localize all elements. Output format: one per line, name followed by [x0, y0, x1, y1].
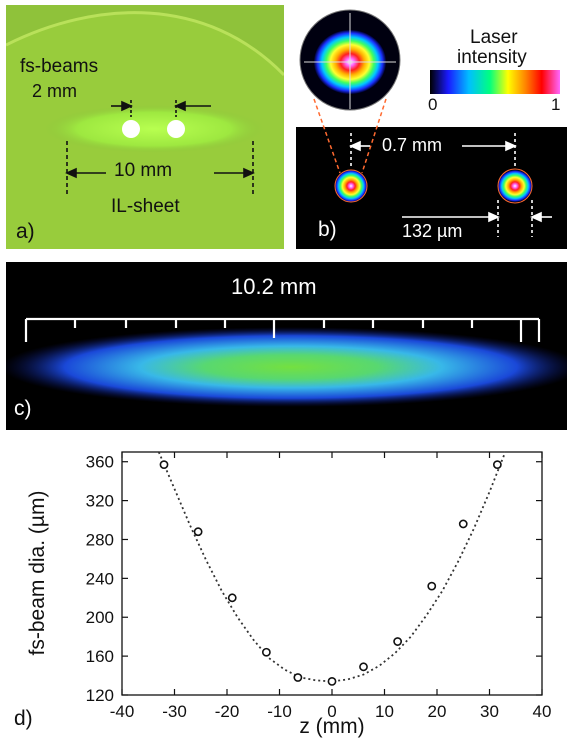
zoom-line-left: [313, 98, 341, 174]
panel-d-label: d): [14, 707, 33, 730]
zoom-line-right: [361, 98, 387, 174]
beam-diameter-label: 132 µm: [402, 221, 463, 241]
data-point: [492, 460, 502, 470]
x-tick-label: 20: [428, 702, 447, 721]
y-tick-label: 360: [86, 453, 114, 472]
beam-diameter-chart: -40 -30 -20 -10 0 10 20 30 40 120 160 200 240 280 320…: [26, 451, 552, 738]
x-tick-label: 10: [375, 702, 394, 721]
legend-title-line1: Laser: [470, 27, 518, 48]
panel-b-label: b): [318, 218, 337, 241]
il-sheet-label: IL-sheet: [111, 196, 180, 217]
beam-profile-left: [335, 170, 367, 202]
x-axis-label: z (mm): [299, 715, 364, 738]
y-axis-ticks: 120 160 200 240 280 320 360: [86, 453, 542, 705]
x-tick-label: -40: [110, 702, 135, 721]
x-tick-label: 40: [533, 702, 552, 721]
sheet-width-label: 10 mm: [114, 160, 173, 181]
x-axis-ticks: -40 -30 -20 -10 0 10 20 30 40: [110, 452, 552, 721]
beam-separation-label-b: 0.7 mm: [382, 135, 443, 155]
data-point: [159, 460, 169, 470]
panel-a: fs-beams 2 mm 10 mm IL-sheet a): [6, 5, 284, 249]
data-point: [327, 676, 337, 686]
beam-diameter-arrows: [402, 200, 552, 237]
x-tick-label: -20: [215, 702, 240, 721]
x-tick-label: -30: [162, 702, 187, 721]
beam-profile-right: [498, 170, 532, 202]
data-points: [159, 460, 502, 686]
data-point: [458, 519, 468, 529]
panel-c-label: c): [14, 397, 32, 420]
legend-title-line2: intensity: [457, 47, 527, 68]
beam-separation-arrows: [111, 100, 211, 117]
fs-beams-label: fs-beams: [20, 56, 99, 77]
panel-c-image: [6, 262, 567, 430]
fs-beam-right: [167, 120, 185, 138]
beam-separation-label: 2 mm: [32, 81, 77, 101]
plot-frame: [121, 451, 543, 696]
beam-outline-right: [497, 168, 533, 204]
x-tick-label: 30: [480, 702, 499, 721]
panel-d: -40 -30 -20 -10 0 10 20 30 40 120 160 200 240 280 320…: [0, 430, 567, 742]
y-tick-label: 160: [86, 647, 114, 666]
data-point: [393, 637, 403, 646]
panel-a-dish-rim: [6, 11, 284, 77]
data-point: [427, 581, 437, 591]
panel-c: 10.2 mm c): [6, 262, 567, 430]
il-sheet-image: [6, 327, 567, 407]
intensity-colorbar: [430, 70, 560, 94]
x-tick-label: 0: [327, 702, 336, 721]
fs-beam-left: [122, 120, 140, 138]
il-sheet: [44, 105, 264, 153]
y-tick-label: 120: [86, 686, 114, 705]
panel-b: Laser intensity 0 1 0.7 mm 132 µm b): [290, 5, 567, 249]
data-point: [261, 647, 271, 657]
beam-outline-left: [334, 169, 368, 203]
y-tick-label: 320: [86, 492, 114, 511]
x-tick-label: -10: [267, 702, 292, 721]
data-point: [227, 593, 237, 603]
data-point: [293, 673, 303, 682]
panel-a-image: [6, 5, 284, 249]
sheet-length-label: 10.2 mm: [231, 274, 317, 299]
sheet-width-arrows: [65, 141, 255, 195]
y-tick-label: 200: [86, 608, 114, 627]
panel-a-label: a): [16, 220, 35, 243]
scale-ruler: [24, 317, 541, 342]
fit-line: [157, 451, 507, 683]
colorbar-max-label: 1: [551, 95, 561, 114]
data-point: [359, 662, 368, 672]
fit-curve: [157, 451, 507, 683]
y-tick-label: 240: [86, 569, 114, 588]
colorbar-min-label: 0: [428, 95, 438, 114]
panel-b-image: [296, 9, 567, 249]
data-point: [193, 527, 203, 537]
beam-separation-arrows-b: [349, 133, 517, 168]
y-axis-label: fs-beam dia. (µm): [26, 491, 49, 656]
y-tick-label: 280: [86, 530, 114, 549]
